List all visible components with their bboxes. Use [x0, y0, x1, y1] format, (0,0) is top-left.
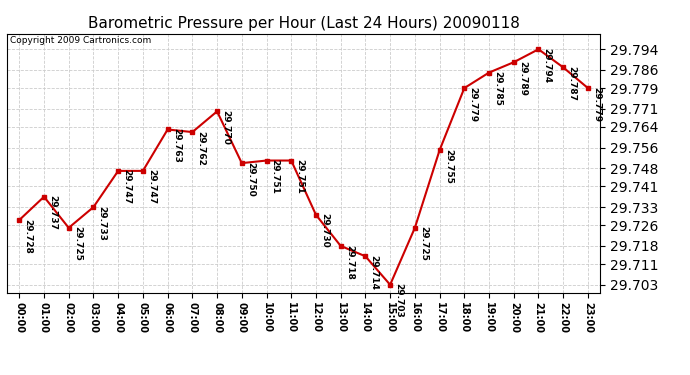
Text: 29.733: 29.733: [97, 206, 106, 241]
Text: 29.703: 29.703: [394, 284, 403, 318]
Text: 29.787: 29.787: [567, 66, 576, 101]
Text: 29.779: 29.779: [592, 87, 601, 122]
Text: 29.770: 29.770: [221, 110, 230, 145]
Text: 29.755: 29.755: [444, 149, 453, 184]
Text: 29.714: 29.714: [370, 255, 379, 290]
Text: 29.725: 29.725: [73, 226, 82, 261]
Text: 29.728: 29.728: [23, 219, 32, 254]
Text: 29.779: 29.779: [469, 87, 477, 122]
Text: 29.751: 29.751: [295, 159, 304, 194]
Text: 29.725: 29.725: [419, 226, 428, 261]
Text: 29.789: 29.789: [518, 61, 527, 96]
Text: 29.794: 29.794: [542, 48, 551, 83]
Text: 29.730: 29.730: [320, 213, 329, 248]
Text: 29.751: 29.751: [270, 159, 279, 194]
Text: 29.762: 29.762: [197, 130, 206, 165]
Text: 29.750: 29.750: [246, 162, 255, 196]
Text: 29.747: 29.747: [122, 170, 131, 205]
Text: Copyright 2009 Cartronics.com: Copyright 2009 Cartronics.com: [10, 36, 151, 45]
Text: 29.785: 29.785: [493, 71, 502, 106]
Text: 29.747: 29.747: [147, 170, 156, 205]
Text: 29.763: 29.763: [172, 128, 181, 163]
Text: 29.737: 29.737: [48, 195, 57, 230]
Text: 29.718: 29.718: [345, 244, 354, 279]
Title: Barometric Pressure per Hour (Last 24 Hours) 20090118: Barometric Pressure per Hour (Last 24 Ho…: [88, 16, 520, 31]
